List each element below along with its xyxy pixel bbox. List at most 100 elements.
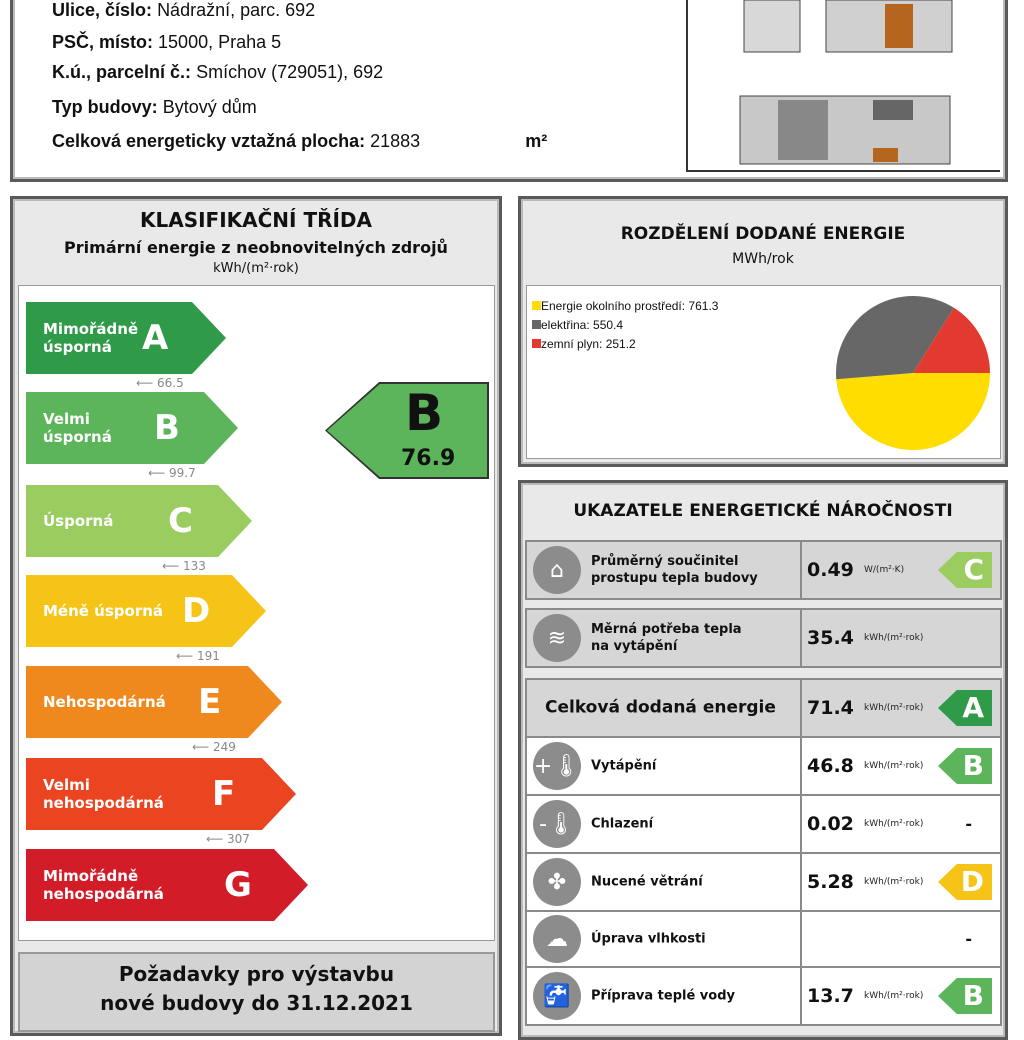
class-arrow-f: Velmi nehospodárná F [26,758,296,830]
pie-chart [836,296,990,450]
humidity-icon: ☁ [533,915,581,963]
indicator-name: Vytápění [591,758,657,774]
class-threshold: ⟵ 191 [176,649,220,663]
column-divider [800,854,802,910]
indicator-value: 35.4 [807,627,854,649]
building-photo [686,0,1000,172]
class-letter: F [212,774,236,814]
cadastre: K.ú., parcelní č.: Smíchov (729051), 692 [52,62,384,82]
indicator-value: 0.49 [807,559,854,581]
column-divider [800,542,802,598]
class-arrow-d: Méně úsporná D [26,575,266,647]
class-arrow-g: Mimořádně nehospodárná G [26,849,308,921]
result-class-indicator: B 76.9 [325,382,489,479]
class-threshold: ⟵ 66.5 [136,376,184,390]
class-letter: D [182,591,211,631]
indicator-value: 0.02 [807,813,854,835]
class-arrow-e: Nehospodárná E [26,666,282,738]
indicator-name: Měrná potřeba tepla na vytápění [591,622,742,654]
indicator-row: ≋ Měrná potřeba tepla na vytápění 35.4 kWh/… [525,608,1002,668]
indicator-unit: kWh/(m²·rok) [864,703,924,713]
indicator-row: -🌡 Chlazení 0.02 kWh/(m²·rok) - [525,794,1002,854]
class-label: Méně úsporná [43,602,164,620]
faucet-icon: 🚰 [533,972,581,1020]
building-type: Typ budovy: Bytový dům [52,97,257,117]
indicator-row: 🚰 Příprava teplé vody 13.7 kWh/(m²·rok) B [525,966,1002,1026]
pie-slice [913,307,990,373]
class-arrow-b: Velmi úsporná B [26,392,238,464]
class-letter: G [224,865,252,905]
class-label: Velmi nehospodárná [43,776,164,812]
indicator-class-badge: C [938,552,992,588]
column-divider [800,610,802,666]
street: Ulice, číslo: Nádražní, parc. 692 [52,0,316,20]
class-threshold: ⟵ 307 [206,832,250,846]
class-arrow-a: Mimořádně úsporná A [26,302,226,374]
class-threshold: ⟵ 133 [162,559,206,573]
classification-unit: kWh/(m²·rok) [213,261,299,276]
indicator-unit: kWh/(m²·rok) [864,633,924,643]
pie-slice [836,296,954,380]
class-letter: C [168,501,193,541]
house-icon: ⌂ [533,546,581,594]
classification-subtitle: Primární energie z neobnovitelných zdroj… [64,238,448,257]
legend-swatch [532,339,541,348]
indicators-title: UKAZATELE ENERGETICKÉ NÁROČNOSTI [573,501,953,521]
indicator-value: 71.4 [807,697,854,719]
column-divider [800,968,802,1024]
column-divider [800,738,802,794]
indicator-row: +🌡 Vytápění 46.8 kWh/(m²·rok) B [525,736,1002,796]
indicator-unit: W/(m²·K) [864,565,905,575]
legend-swatch [532,320,541,329]
indicator-name: Chlazení [591,816,654,832]
indicator-name: Celková dodaná energie [545,697,776,718]
legend-item: zemní plyn: 251.2 [532,335,718,354]
column-divider [800,912,802,966]
indicator-name: Úprava vlhkosti [591,931,706,947]
classification-title: KLASIFIKAČNÍ TŘÍDA [139,208,373,232]
class-letter: A [142,318,169,358]
result-class-letter: B [405,384,444,442]
area: Celková energeticky vztažná plocha: 2188… [52,131,548,151]
class-label: Mimořádně úsporná [43,320,139,356]
indicator-name: Nucené větrání [591,874,703,890]
class-label: Úsporná [43,512,114,530]
indicator-row: ☁ Úprava vlhkosti - [525,910,1002,968]
indicator-unit: kWh/(m²·rok) [864,877,924,887]
pie-slice [836,373,990,450]
indicator-class-badge: A [938,690,992,726]
fan-icon: ✤ [533,858,581,906]
indicator-name: Průměrný součinitel prostupu tepla budov… [591,554,758,586]
indicator-class: - [965,814,972,834]
heat-demand-icon: ≋ [533,614,581,662]
distribution-unit: MWh/rok [732,251,794,267]
indicator-value: 13.7 [807,985,854,1007]
column-divider [800,680,802,736]
class-label: Nehospodárná [43,693,166,711]
requirements-title: Požadavky pro výstavbu nové budovy do 31… [100,962,413,1015]
class-label: Velmi úsporná [43,410,112,446]
class-letter: B [154,408,180,448]
class-threshold: ⟵ 99.7 [148,466,196,480]
legend-item: Energie okolního prostředí: 761.3 [532,297,718,316]
indicator-row: Celková dodaná energie 71.4 kWh/(m²·rok) A [525,678,1002,738]
indicator-value: 5.28 [807,871,854,893]
indicator-row: ⌂ Průměrný součinitel prostupu tepla budo… [525,540,1002,600]
class-threshold: ⟵ 249 [192,740,236,754]
heating-thermometer-icon: +🌡 [533,742,581,790]
column-divider [800,796,802,852]
indicator-class-badge: B [938,978,992,1014]
class-letter: E [198,682,222,722]
legend-item: elektřina: 550.4 [532,316,718,335]
legend-swatch [532,301,541,310]
class-label: Mimořádně nehospodárná [43,867,164,903]
indicator-unit: kWh/(m²·rok) [864,761,924,771]
indicator-unit: kWh/(m²·rok) [864,819,924,829]
indicator-class: - [965,929,972,949]
pie-legend: Energie okolního prostředí: 761.3 elektři… [532,297,718,354]
indicator-class-badge: D [938,864,992,900]
requirements-box: Požadavky pro výstavbu nové budovy do 31… [18,952,495,1032]
indicator-unit: kWh/(m²·rok) [864,991,924,1001]
indicator-row: ✤ Nucené větrání 5.28 kWh/(m²·rok) D [525,852,1002,912]
zip: PSČ, místo: 15000, Praha 5 [52,32,282,52]
